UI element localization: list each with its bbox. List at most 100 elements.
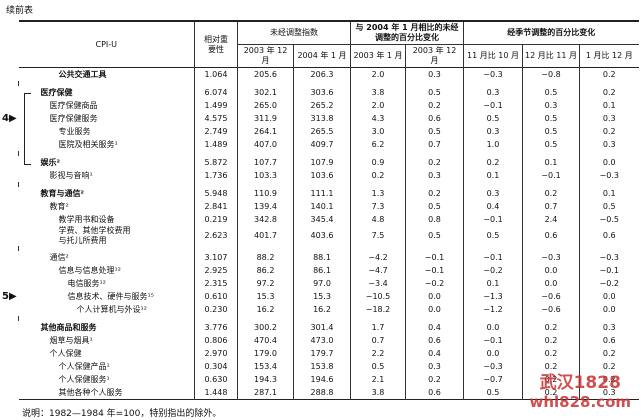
cell: 0.2 bbox=[463, 156, 523, 169]
spacer-cell bbox=[18, 316, 195, 321]
note: 说明：1982—1984 年=100，特别指出的除外。 bbox=[22, 409, 222, 419]
cell: 0.806 bbox=[194, 334, 238, 347]
cell: 0.2 bbox=[404, 99, 464, 112]
cell: −0.6 bbox=[522, 290, 580, 303]
cell: −0.1 bbox=[463, 251, 523, 264]
cell: 303.6 bbox=[293, 86, 351, 99]
cell: 401.7 bbox=[237, 226, 294, 246]
row-label: 医疗保健 bbox=[40, 87, 73, 97]
cell: 97.0 bbox=[293, 277, 351, 290]
cell: 300.2 bbox=[237, 321, 294, 334]
row-label: 教学用书和设备 bbox=[58, 214, 115, 224]
cell: 0.3 bbox=[404, 169, 464, 182]
sub-header: 2003 年 1 月 bbox=[350, 44, 406, 68]
spacer-cell bbox=[18, 151, 195, 156]
sub-header: 2003 年 12 月 bbox=[237, 44, 294, 68]
cell: 0.1 bbox=[463, 277, 523, 290]
cell: 0.0 bbox=[579, 303, 639, 316]
cell: 0.610 bbox=[194, 290, 238, 303]
cell: 16.2 bbox=[237, 303, 294, 316]
table-row: 教育² 2.841 139.4 140.1 7.3 0.5 0.4 0.7 0.5 bbox=[19, 200, 639, 213]
cell: 0.6 bbox=[404, 334, 464, 347]
cell: 2.970 bbox=[194, 347, 238, 360]
spacer-cell bbox=[194, 81, 238, 86]
column-header: 经季节调整的百分比变化 bbox=[463, 21, 639, 45]
cell: 0.6 bbox=[579, 226, 639, 246]
cell: 0.2 bbox=[579, 67, 639, 81]
cell: 0.7 bbox=[404, 138, 464, 151]
table-row: 信息技术、硬件与服务¹⁵ 0.610 15.3 15.3 −10.5 0.0 −1.3 −0.… bbox=[19, 290, 639, 303]
spacer-row bbox=[18, 316, 639, 321]
cell: 86.2 bbox=[237, 264, 294, 277]
cell: 345.4 bbox=[293, 213, 351, 226]
row-label: 教育与通信² bbox=[40, 188, 85, 198]
cell: −10.5 bbox=[350, 290, 406, 303]
cell: 5.872 bbox=[194, 156, 238, 169]
spacer-cell bbox=[463, 316, 523, 321]
cell: 0.5 bbox=[463, 386, 523, 400]
cell: −1.3 bbox=[463, 290, 523, 303]
cell: 3.8 bbox=[350, 386, 406, 400]
spacer-cell bbox=[194, 246, 238, 251]
spacer-cell bbox=[522, 81, 580, 86]
table-row: 烟草与烟具¹ 0.806 470.4 473.0 0.7 0.6 −0.1 0.2 0.6 bbox=[19, 334, 639, 347]
spacer-cell bbox=[293, 246, 351, 251]
table-row: 电信服务¹² 2.315 97.2 97.0 −3.4 −0.2 0.1 0.0 −0.2 bbox=[19, 277, 639, 290]
cell: 7.5 bbox=[350, 226, 406, 246]
cell: −0.3 bbox=[463, 360, 523, 373]
table-row: 娱乐² 5.872 107.7 107.9 0.9 0.2 0.2 0.1 0.0 bbox=[19, 156, 639, 169]
row-label: 教育² bbox=[49, 201, 69, 211]
cell: 0.6 bbox=[522, 226, 580, 246]
table-row: 影视与音响¹ 1.736 103.3 103.6 0.2 0.3 0.1 −0.1 −0.3 bbox=[19, 169, 639, 182]
row-label: 个人保健 bbox=[49, 348, 82, 358]
table-row: 学费、其他学校费用与托儿所费用 2.623 401.7 403.6 7.5 0.5 0.5 0… bbox=[19, 226, 639, 246]
spacer-cell bbox=[579, 182, 639, 187]
cell: 0.9 bbox=[350, 156, 406, 169]
table-row: 医疗保健商品 1.499 265.0 265.2 2.0 0.2 −0.1 0.3 0.1 bbox=[19, 99, 639, 112]
cell: −0.1 bbox=[463, 99, 523, 112]
cell: 0.5 bbox=[350, 360, 406, 373]
cell: 0.0 bbox=[522, 264, 580, 277]
cell: 0.219 bbox=[194, 213, 238, 226]
spacer-cell bbox=[522, 182, 580, 187]
spacer-row bbox=[18, 151, 639, 156]
cell: 6.2 bbox=[350, 138, 406, 151]
cell: 0.4 bbox=[463, 200, 523, 213]
spacer-cell bbox=[18, 81, 195, 86]
spacer-cell bbox=[194, 151, 238, 156]
cell: 0.304 bbox=[194, 360, 238, 373]
cell: 0.0 bbox=[522, 277, 580, 290]
cell: −0.6 bbox=[522, 303, 580, 316]
cell: 103.3 bbox=[237, 169, 294, 182]
cell: 0.2 bbox=[522, 334, 580, 347]
cell: 342.8 bbox=[237, 213, 294, 226]
cell: 140.1 bbox=[293, 200, 351, 213]
spacer-cell bbox=[293, 151, 351, 156]
cell: 0.1 bbox=[579, 187, 639, 200]
spacer-cell bbox=[404, 151, 464, 156]
row-label: 个人计算机与外设¹² bbox=[76, 304, 147, 314]
spacer-cell bbox=[579, 246, 639, 251]
spacer-cell bbox=[404, 81, 464, 86]
cell: 179.0 bbox=[237, 347, 294, 360]
cell: 4.8 bbox=[350, 213, 406, 226]
cell: 311.9 bbox=[237, 112, 294, 125]
table-row: 通信² 3.107 88.2 88.1 −4.2 −0.1 −0.1 −0.3 −0.3 bbox=[19, 251, 639, 264]
cell: 0.0 bbox=[579, 290, 639, 303]
row-label: 医疗保健商品 bbox=[49, 100, 98, 110]
cell: 7.3 bbox=[350, 200, 406, 213]
bracket bbox=[24, 92, 31, 165]
cell: −0.2 bbox=[463, 264, 523, 277]
cell: −0.3 bbox=[463, 67, 523, 81]
cell: 1.499 bbox=[194, 99, 238, 112]
cell: 0.2 bbox=[579, 347, 639, 360]
cell: 0.2 bbox=[404, 156, 464, 169]
spacer-cell bbox=[404, 316, 464, 321]
spacer-cell bbox=[350, 81, 406, 86]
cell: 0.1 bbox=[522, 156, 580, 169]
row-label: 个人保健产品¹ bbox=[58, 361, 110, 371]
cell: 302.1 bbox=[237, 86, 294, 99]
spacer-row bbox=[18, 81, 639, 86]
cell: 0.3 bbox=[579, 138, 639, 151]
sub-header: 2004 年 1 月 bbox=[293, 44, 351, 68]
